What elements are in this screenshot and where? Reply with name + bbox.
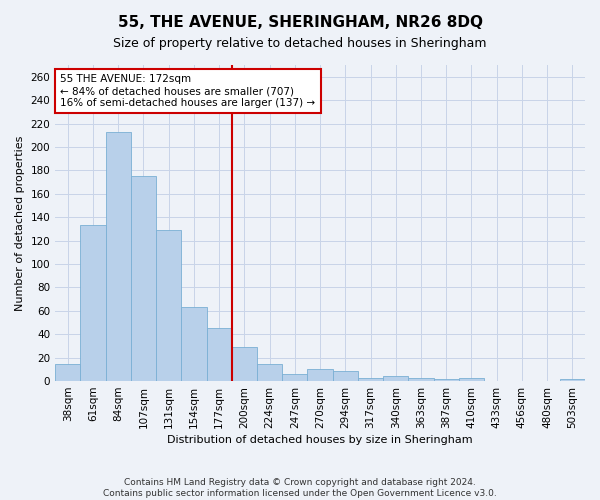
Bar [257,364,282,381]
Bar [106,132,131,381]
Text: Contains HM Land Registry data © Crown copyright and database right 2024.
Contai: Contains HM Land Registry data © Crown c… [103,478,497,498]
Bar [383,376,409,381]
Text: 55, THE AVENUE, SHERINGHAM, NR26 8DQ: 55, THE AVENUE, SHERINGHAM, NR26 8DQ [118,15,482,30]
Bar [307,370,332,381]
Bar [181,308,206,381]
Bar [409,378,434,381]
X-axis label: Distribution of detached houses by size in Sheringham: Distribution of detached houses by size … [167,435,473,445]
Bar [232,347,257,381]
Bar [206,328,232,381]
Text: Size of property relative to detached houses in Sheringham: Size of property relative to detached ho… [113,38,487,51]
Bar [282,374,307,381]
Bar [156,230,181,381]
Bar [358,378,383,381]
Text: 55 THE AVENUE: 172sqm
← 84% of detached houses are smaller (707)
16% of semi-det: 55 THE AVENUE: 172sqm ← 84% of detached … [61,74,316,108]
Bar [459,378,484,381]
Bar [332,370,358,381]
Bar [80,226,106,381]
Bar [131,176,156,381]
Bar [560,378,585,381]
Bar [55,364,80,381]
Bar [434,378,459,381]
Y-axis label: Number of detached properties: Number of detached properties [15,136,25,310]
